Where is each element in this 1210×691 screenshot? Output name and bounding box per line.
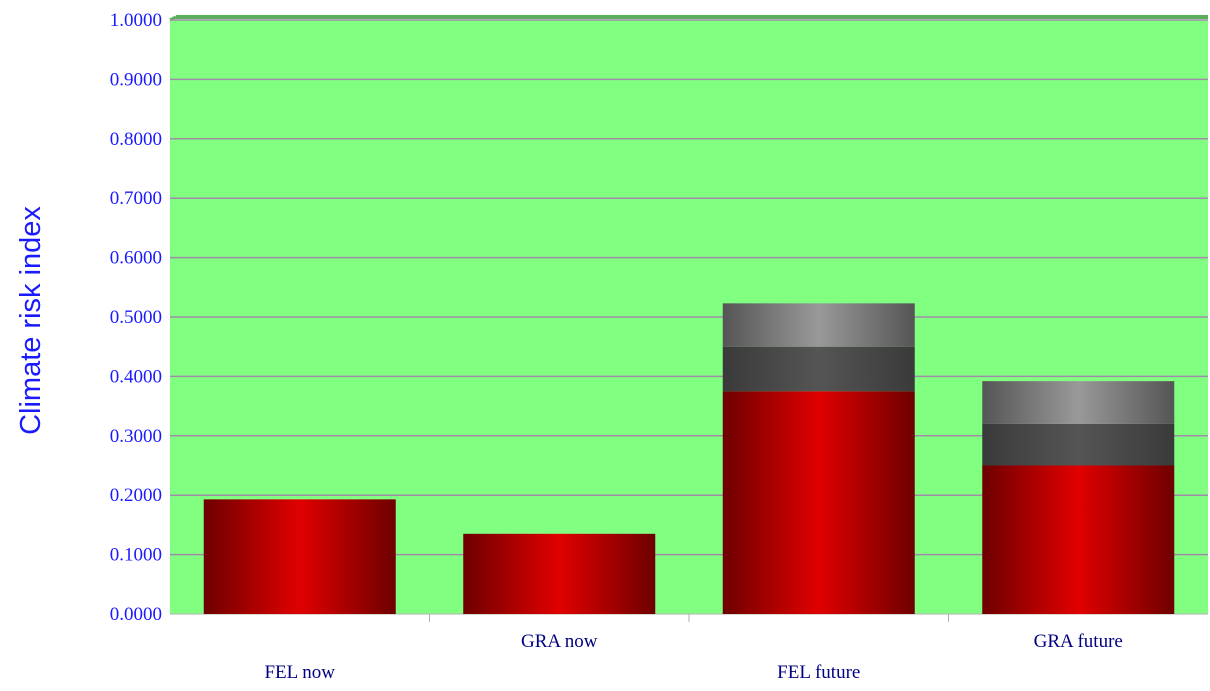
y-tick-label: 0.3000 bbox=[110, 426, 162, 447]
y-tick-label: 0.8000 bbox=[110, 129, 162, 150]
y-tick-label: 0.5000 bbox=[110, 307, 162, 328]
y-tick-label: 0.6000 bbox=[110, 248, 162, 269]
y-tick-label: 0.9000 bbox=[110, 69, 162, 90]
bar-segment bbox=[982, 423, 1175, 466]
y-tick-label: 0.1000 bbox=[110, 545, 162, 566]
x-tick-label: FEL future bbox=[777, 662, 860, 683]
bar-segment bbox=[982, 465, 1175, 614]
y-tick-label: 0.0000 bbox=[110, 604, 162, 625]
bar-segment bbox=[722, 391, 915, 614]
y-tick-label: 1.0000 bbox=[110, 10, 162, 31]
bar-segment bbox=[982, 381, 1175, 424]
y-axis-label-text: Climate risk index bbox=[14, 205, 47, 435]
y-tick-label: 0.2000 bbox=[110, 485, 162, 506]
y-tick-label: 0.4000 bbox=[110, 366, 162, 387]
y-axis-label: Climate risk index bbox=[8, 120, 54, 520]
bar-segment bbox=[722, 346, 915, 392]
x-tick-label: GRA now bbox=[521, 631, 598, 652]
y-tick-label: 0.7000 bbox=[110, 188, 162, 209]
x-tick-label: GRA future bbox=[1034, 631, 1123, 652]
bar-segment bbox=[463, 533, 656, 614]
bar-segment bbox=[203, 499, 396, 614]
bar-segment bbox=[722, 303, 915, 347]
x-tick-label: FEL now bbox=[264, 662, 335, 683]
